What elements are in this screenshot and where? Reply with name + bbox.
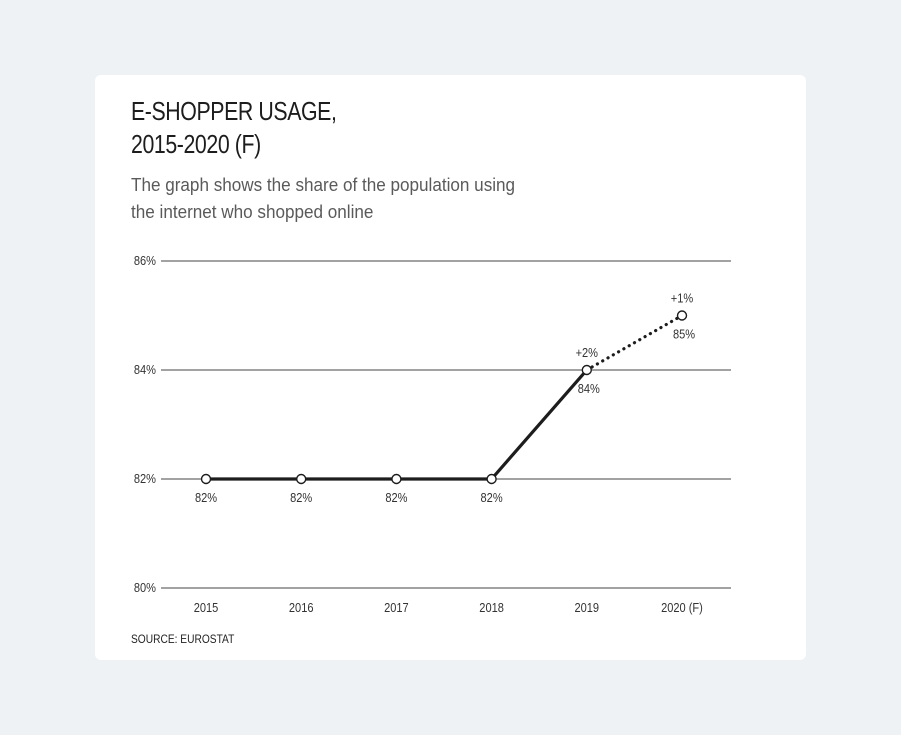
value-label: 82% — [290, 490, 312, 505]
value-label: 82% — [481, 490, 503, 505]
x-tick-label: 2018 — [479, 600, 504, 615]
data-point-marker — [391, 473, 402, 485]
x-tick-label: 2019 — [575, 600, 600, 615]
x-tick-label: 2020 (F) — [661, 600, 703, 615]
value-label: 85% — [673, 327, 695, 342]
y-tick-label: 80% — [134, 580, 156, 595]
y-tick-label: 84% — [134, 362, 156, 377]
series-line-actual — [204, 368, 589, 481]
chart-title-line-1: E-SHOPPER USAGE, — [131, 96, 337, 126]
source-note: SOURCE: EUROSTAT — [131, 632, 235, 646]
x-tick-label: 2015 — [194, 600, 219, 615]
data-point-marker — [676, 310, 688, 321]
y-tick-label: 82% — [134, 471, 156, 486]
change-label: +1% — [671, 291, 694, 306]
value-label: 82% — [385, 490, 407, 505]
value-label: 82% — [195, 490, 217, 505]
x-tick-label: 2017 — [384, 600, 409, 615]
series-line-forecast — [585, 313, 684, 372]
y-tick-label: 86% — [134, 253, 156, 268]
chart-title: E-SHOPPER USAGE, 2015-2020 (F) — [131, 95, 337, 161]
change-label: +2% — [576, 345, 599, 360]
data-point-marker — [295, 473, 307, 485]
x-tick-label: 2016 — [289, 600, 314, 615]
line-chart: 80% 82% 84% 86% 2015 2016 2017 2018 2019 2020 (F)… — [134, 253, 731, 615]
data-point-marker — [581, 364, 592, 376]
chart-subtitle: The graph shows the share of the populat… — [131, 175, 516, 222]
chart-title-line-2: 2015-2020 (F) — [131, 129, 261, 159]
chart-card: E-SHOPPER USAGE, 2015-2020 (F) The graph… — [95, 75, 806, 660]
data-point-marker — [200, 473, 212, 485]
data-point-marker — [486, 473, 497, 485]
value-label: 84% — [578, 381, 600, 396]
